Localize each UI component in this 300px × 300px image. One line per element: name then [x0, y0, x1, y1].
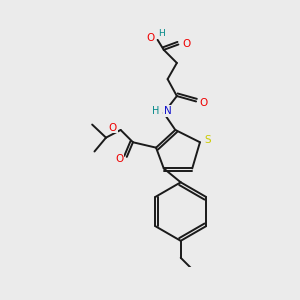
Text: O: O	[115, 154, 123, 164]
Text: O: O	[200, 98, 208, 108]
Text: O: O	[109, 123, 117, 133]
Text: N: N	[164, 106, 172, 116]
Text: H: H	[158, 29, 165, 38]
Text: O: O	[146, 32, 155, 43]
Text: H: H	[152, 106, 160, 116]
Text: O: O	[182, 40, 190, 50]
Text: S: S	[204, 135, 211, 145]
